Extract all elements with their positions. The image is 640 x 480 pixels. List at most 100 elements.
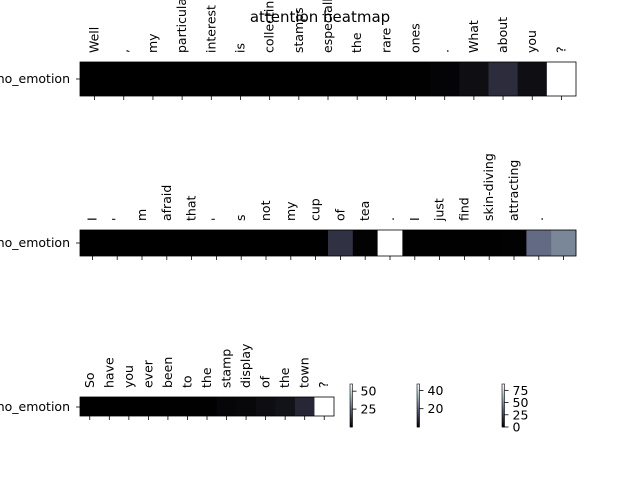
colorbar-segment [417,408,420,411]
colorbar-segment [350,423,353,426]
heatmap-cell [501,230,527,256]
token-label: about [495,17,510,53]
colorbar-segment [502,385,505,387]
heatmap-cell [294,397,315,416]
colorbar-segment [350,395,353,398]
colorbar-segment [417,419,420,421]
colorbar-segment [417,384,420,386]
colorbar-segment [502,421,505,424]
colorbar-segment [417,404,420,406]
colorbar-frame [501,383,505,428]
colorbar-segment [417,425,420,428]
colorbar-segment [502,400,505,402]
heatmap-cell [104,230,130,256]
colorbar-segment [350,397,353,400]
colorbar-segment [417,385,420,387]
colorbar-segment [417,413,420,415]
colorbar-segment [350,424,353,427]
colorbar-segment [417,387,420,389]
heatmap-cell [275,397,296,416]
token-label: town [297,357,312,388]
colorbar-segment [350,396,353,399]
heatmap-cell [430,62,460,96]
colorbar-segment [350,394,353,397]
colorbar-segment [417,417,420,419]
colorbar-segment [502,411,505,414]
colorbar-segment [350,408,353,411]
colorbar-segment [417,414,420,416]
token-label: . [531,217,546,221]
heatmap-cell [158,397,179,416]
colorbar-segment [502,418,505,420]
heatmap-cell [400,62,431,96]
heatmap-cell [546,62,577,96]
colorbar-segment [350,425,353,428]
colorbar-segment [350,388,353,390]
heatmap-cell [119,397,140,416]
heatmap-cell [371,62,402,96]
colorbar-segment [417,403,420,405]
token-label: have [101,357,116,388]
heatmap-cell [179,230,205,256]
colorbar-segment [502,401,505,403]
heatmap-cell [517,62,548,96]
token-label: not [258,200,273,221]
heatmap-cell [427,230,453,256]
colorbar-segment [417,394,420,397]
heatmap-cell [313,62,343,96]
heatmap-cell [452,230,478,256]
token-label: my [283,201,298,221]
heatmap-cell [303,230,329,256]
row-label: no_emotion [0,399,70,414]
token-label: the [349,32,364,53]
token-label: of [332,208,347,221]
colorbar-tick-label: 25 [513,407,529,422]
heatmap-cell [80,230,106,256]
colorbar-segment [350,422,353,425]
colorbar-segment [417,421,420,424]
colorbar-tick-label: 50 [361,384,377,399]
colorbar-tick-label: 75 [513,383,529,398]
colorbar-segment [502,415,505,417]
token-label: my [145,33,160,53]
colorbar-segment [350,392,353,394]
heatmap-cell [228,230,254,256]
colorbar-segment [350,413,353,415]
token-label: collecting [262,0,277,53]
heatmap-cell [197,397,218,416]
heatmap-cell [129,230,155,256]
heatmap-cell [314,397,335,416]
colorbar-segment [502,399,505,401]
token-label: ones [408,23,423,53]
colorbar-segment [417,401,420,403]
colorbar-segment [502,388,505,390]
colorbar-segment [502,390,505,392]
colorbar-segment [417,416,420,418]
colorbar-segment [502,396,505,399]
token-label: display [238,343,253,388]
heatmap-cell [109,62,139,96]
token-label: particular [174,0,189,53]
row-label: no_emotion [0,235,70,250]
colorbar-segment [417,409,420,412]
token-label: rare [378,27,393,53]
colorbar-segment [502,423,505,426]
colorbar-tick-label: 25 [361,402,377,417]
colorbar-segment [502,420,505,422]
token-label: to [179,375,194,388]
colorbar-tick-label: 40 [428,383,444,398]
heatmap-cell [196,62,227,96]
token-label: been [160,357,175,388]
colorbar-segment [350,402,353,404]
colorbar-segment [417,415,420,417]
colorbar-segment [350,387,353,389]
heatmap-cell [402,230,428,256]
heatmap-cell [284,62,314,96]
heatmap-cell [278,230,304,256]
colorbar-tick-label: 50 [513,395,529,410]
colorbar-segment [502,405,505,407]
token-label: especially [320,0,335,53]
colorbar-segment [417,418,420,420]
row-label: no_emotion [0,71,70,86]
